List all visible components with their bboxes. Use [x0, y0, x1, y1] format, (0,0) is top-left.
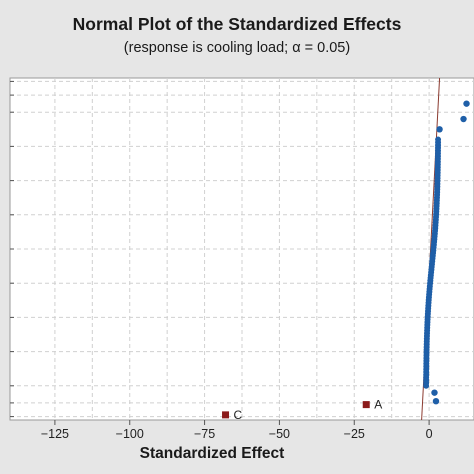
effect-point [436, 126, 443, 133]
x-tick-label: −100 [116, 427, 144, 441]
significant-point-c [222, 411, 230, 419]
x-tick-label: −25 [344, 427, 365, 441]
data-points: AC [222, 100, 470, 422]
x-tick-label: −75 [194, 427, 215, 441]
chart-title: Normal Plot of the Standardized Effects [72, 14, 402, 34]
grid-lines [10, 78, 474, 420]
effect-point [460, 115, 467, 123]
significant-point-a [362, 401, 370, 409]
point-label-a: A [374, 398, 382, 412]
effect-point [431, 389, 438, 396]
x-axis: −125 −100 −75 −50 −25 0 [10, 80, 433, 441]
x-axis-label: Standardized Effect [140, 445, 285, 462]
effect-point [432, 397, 440, 405]
effect-point [435, 136, 442, 143]
x-tick-label: −125 [41, 427, 69, 441]
x-tick-label: 0 [426, 427, 433, 441]
chart-subtitle: (response is cooling load; α = 0.05) [123, 40, 351, 56]
effect-point [463, 100, 470, 107]
point-label-c: C [234, 408, 243, 422]
x-tick-label: −50 [269, 427, 290, 441]
